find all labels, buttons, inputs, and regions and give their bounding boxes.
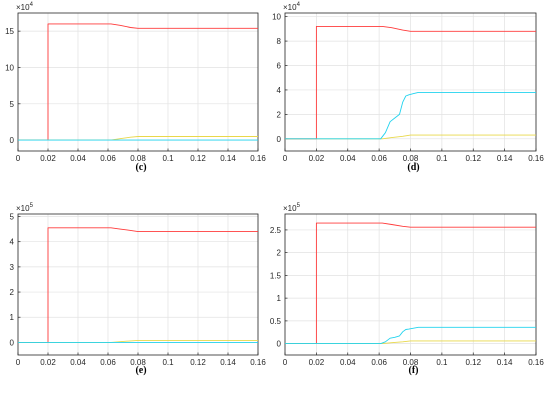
y-tick-label: 1 (10, 313, 15, 322)
axis-multiplier: ×105 (16, 203, 34, 213)
series-line-2 (285, 91, 536, 140)
x-tick-label: 0.02 (40, 358, 56, 367)
y-tick-label: 2 (10, 288, 15, 297)
panel-caption: (f) (409, 365, 419, 376)
chart-panel-d: 0 0.02 0.04 0.06 0.08 0.1 0.12 0.14 0.16 0 2 4 6 8 10×… (272, 2, 544, 173)
panel-caption: (c) (135, 162, 146, 173)
x-tick-label: 0.04 (70, 154, 86, 163)
y-tick-label: 0 (10, 136, 15, 145)
axis-multiplier: ×104 (16, 2, 34, 12)
y-tick-label: 4 (10, 238, 15, 247)
x-tick-label: 0.12 (465, 358, 481, 367)
axis-multiplier-base: ×10 (16, 3, 30, 12)
y-tick-label: 6 (277, 62, 282, 71)
x-tick-label: 0.1 (436, 154, 448, 163)
series-line-0 (285, 25, 536, 140)
y-tick-label: 4 (277, 86, 282, 95)
x-tick-label: 0.08 (130, 358, 146, 367)
panel-caption: (e) (135, 365, 146, 376)
series-line-0 (18, 227, 258, 343)
series-line-2 (285, 326, 536, 345)
x-tick-label: 0.12 (465, 154, 481, 163)
y-tick-label: 0 (277, 135, 282, 144)
x-tick-label: 0.1 (162, 358, 174, 367)
x-tick-label: 0.1 (436, 358, 448, 367)
y-tick-label: 2 (277, 249, 282, 258)
x-tick-label: 0.14 (220, 358, 236, 367)
y-tick-label: 5 (10, 100, 15, 109)
axis-multiplier-exponent: 5 (30, 203, 34, 209)
y-tick-label: 0 (277, 340, 282, 349)
axis-multiplier-exponent: 4 (297, 2, 301, 8)
axis-multiplier-base: ×10 (283, 3, 297, 12)
axis-multiplier-exponent: 4 (30, 2, 34, 8)
x-tick-label: 0.02 (309, 358, 325, 367)
y-tick-label: 10 (272, 13, 281, 22)
x-tick-label: 0 (283, 154, 288, 163)
axis-multiplier: ×104 (283, 2, 301, 12)
x-tick-label: 0.14 (497, 154, 513, 163)
x-tick-label: 0 (283, 358, 288, 367)
series-line-0 (18, 23, 258, 141)
x-tick-label: 0.04 (340, 154, 356, 163)
y-tick-label: 1.5 (270, 271, 282, 280)
x-tick-label: 0.06 (371, 358, 387, 367)
x-tick-label: 0.02 (309, 154, 325, 163)
x-tick-label: 0.02 (40, 154, 56, 163)
y-tick-label: 5 (10, 213, 15, 222)
chart-panel-f: 0 0.02 0.04 0.06 0.08 0.1 0.12 0.14 0.16 0 0.5 1 1.5… (270, 203, 544, 376)
chart-panel-c: 0 0.02 0.04 0.06 0.08 0.1 0.12 0.14 0.16 0 5 10 15 ×1… (5, 2, 266, 173)
x-tick-label: 0.06 (100, 154, 116, 163)
x-tick-label: 0.12 (190, 358, 206, 367)
x-tick-label: 0.16 (528, 154, 544, 163)
panel-caption: (d) (407, 162, 419, 173)
x-tick-label: 0.04 (70, 358, 86, 367)
x-tick-label: 0.08 (130, 154, 146, 163)
x-tick-label: 0.16 (250, 154, 266, 163)
x-tick-label: 0.06 (371, 154, 387, 163)
x-tick-label: 0.16 (528, 358, 544, 367)
y-tick-label: 3 (10, 263, 15, 272)
x-tick-label: 0.14 (497, 358, 513, 367)
y-tick-label: 1 (277, 294, 282, 303)
x-tick-label: 0.08 (403, 358, 419, 367)
y-tick-label: 2 (277, 110, 282, 119)
x-tick-label: 0.12 (190, 154, 206, 163)
y-tick-label: 8 (277, 37, 282, 46)
x-tick-label: 0.14 (220, 154, 236, 163)
x-tick-label: 0.04 (340, 358, 356, 367)
axis-multiplier-base: ×10 (16, 204, 30, 213)
y-tick-label: 0.5 (270, 317, 282, 326)
y-tick-label: 0 (10, 338, 15, 347)
y-tick-label: 10 (5, 63, 14, 72)
axis-multiplier-base: ×10 (283, 204, 297, 213)
x-tick-label: 0.08 (403, 154, 419, 163)
axis-multiplier-exponent: 5 (297, 203, 301, 209)
axis-multiplier: ×105 (283, 203, 301, 213)
chart-panel-e: 0 0.02 0.04 0.06 0.08 0.1 0.12 0.14 0.16 0 1 2 3 4 5×1… (10, 203, 267, 376)
y-tick-label: 2.5 (270, 226, 282, 235)
x-tick-label: 0.1 (162, 154, 174, 163)
x-tick-label: 0 (16, 154, 21, 163)
x-tick-label: 0.16 (250, 358, 266, 367)
series-line-0 (285, 222, 536, 345)
x-tick-label: 0 (16, 358, 21, 367)
y-tick-label: 15 (5, 27, 14, 36)
x-tick-label: 0.06 (100, 358, 116, 367)
